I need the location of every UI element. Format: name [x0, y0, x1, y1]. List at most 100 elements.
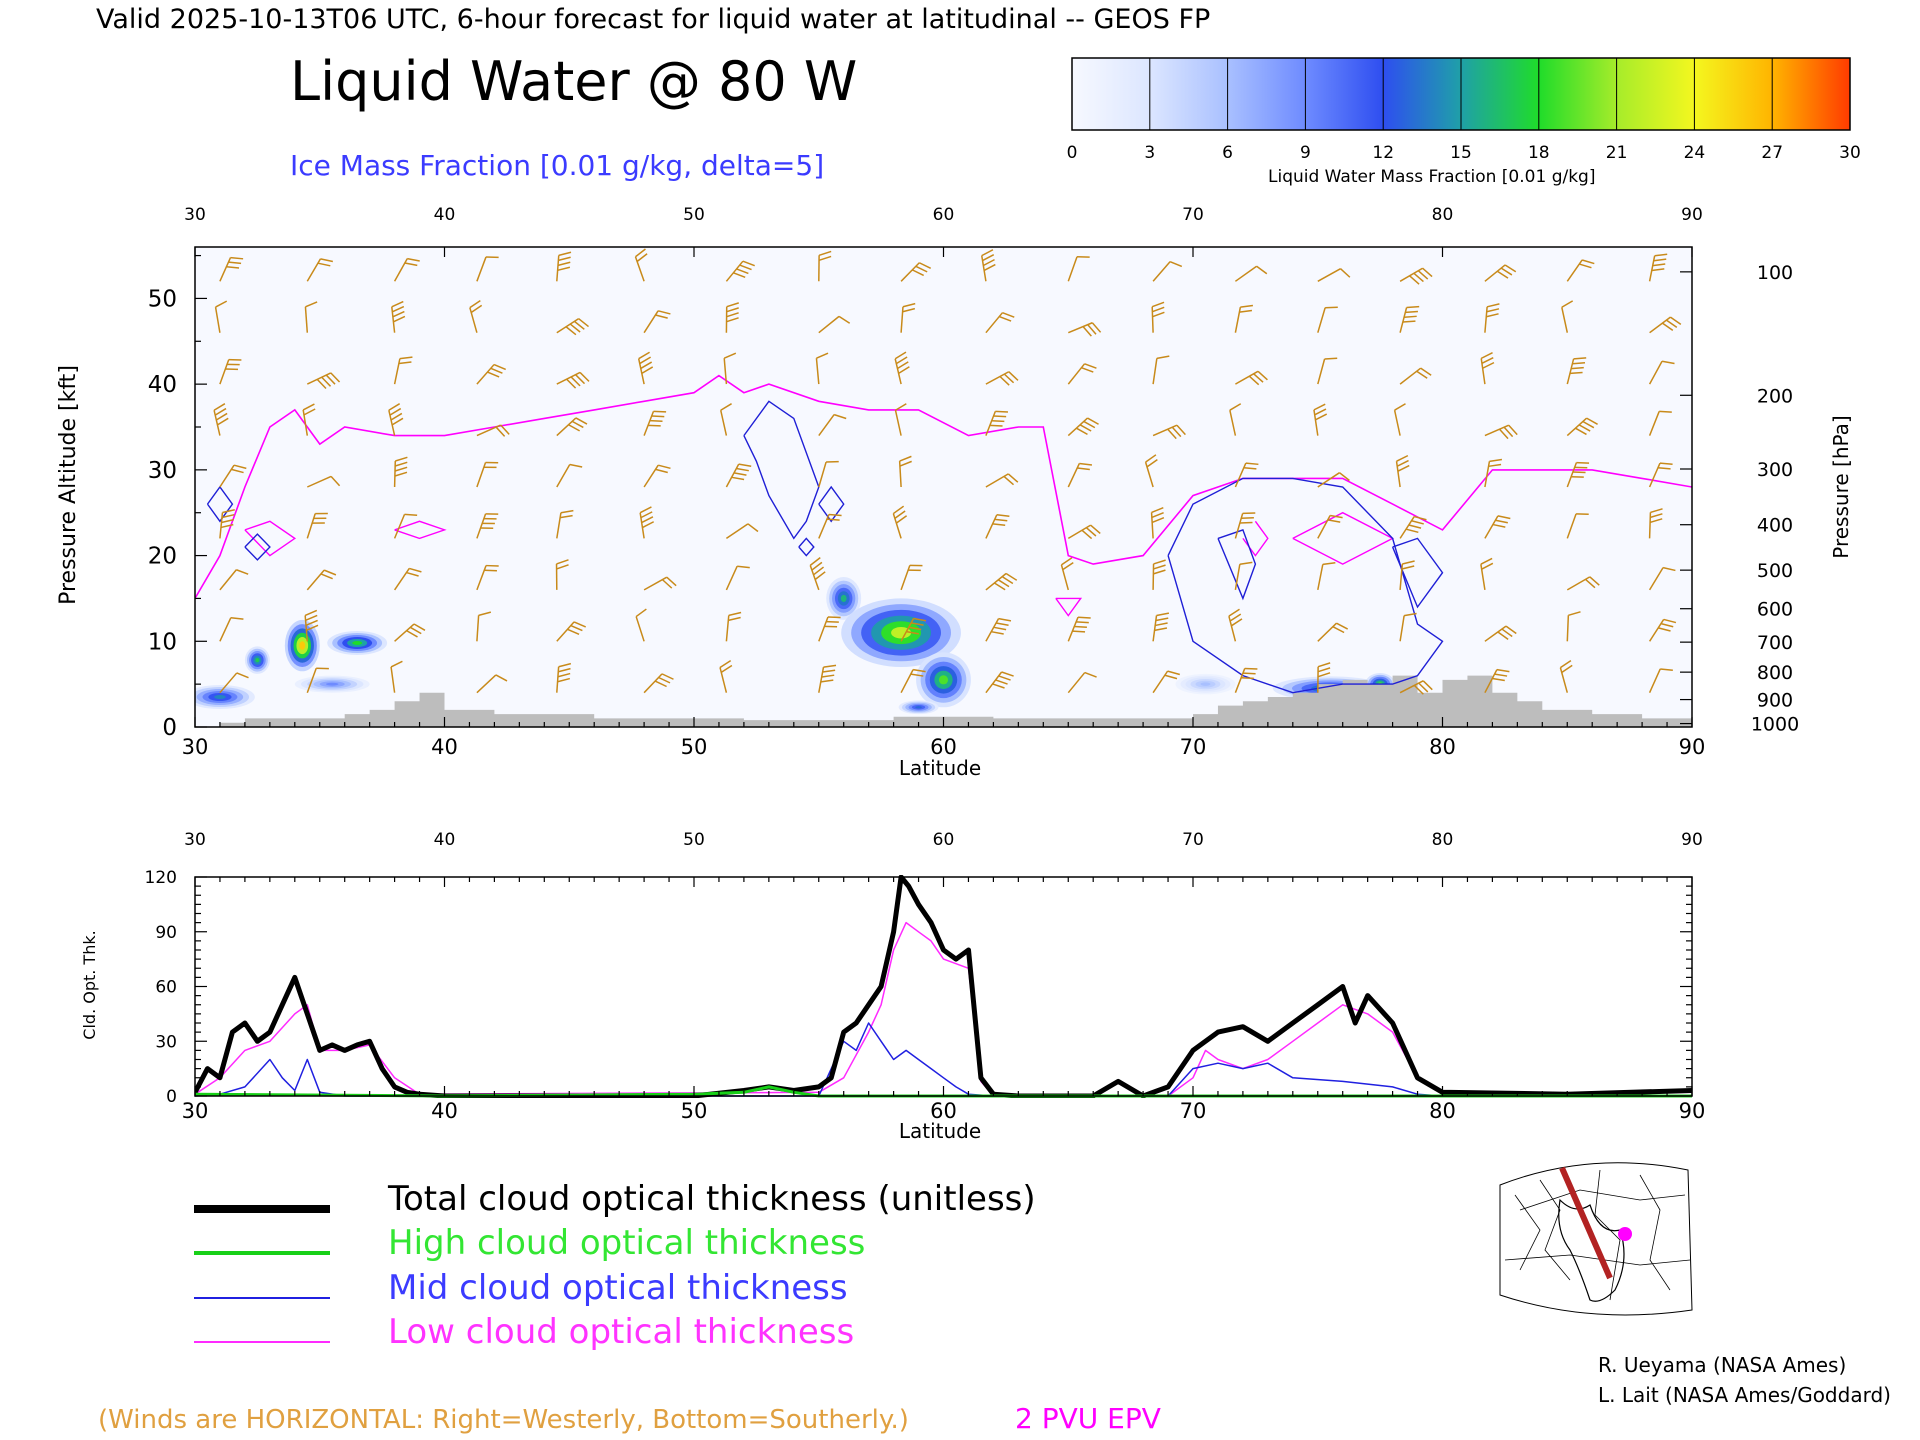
xs-y-tick-label: 50	[148, 286, 177, 312]
wind-barb	[643, 410, 667, 436]
wind-barb	[1067, 462, 1093, 488]
wind-barb	[476, 424, 510, 437]
wind-barb	[476, 513, 499, 539]
wind-barb	[1648, 462, 1673, 488]
wind-barb	[393, 456, 408, 488]
xs-y-tick-label: 40	[148, 372, 177, 398]
wind-barb	[1399, 515, 1427, 539]
wind-barb	[634, 248, 648, 282]
wind-barb	[1648, 566, 1676, 591]
wind-barb	[809, 557, 826, 591]
legend-high: High cloud optical thickness	[388, 1223, 865, 1263]
wind-barb	[1566, 357, 1587, 385]
wind-barb	[1566, 611, 1581, 642]
wind-barb	[1393, 403, 1406, 436]
wind-barb	[1152, 424, 1186, 440]
wind-barb	[1234, 265, 1268, 282]
wind-barb	[306, 512, 328, 539]
colorbar-tick-label: 9	[1300, 143, 1311, 163]
wind-barb	[1648, 253, 1668, 282]
cot-x-tick-label-top: 40	[434, 830, 456, 850]
liquid-water-level	[891, 627, 912, 639]
colorbar-tick-label: 24	[1684, 143, 1706, 163]
wind-barb	[894, 351, 910, 385]
xs-ylabel-left: Pressure Altitude [kft]	[56, 365, 81, 605]
xs-pressure-label: 700	[1757, 632, 1793, 654]
epv-label: 2 PVU EPV	[1015, 1402, 1161, 1435]
wind-barb	[1648, 508, 1663, 539]
wind-barb	[1152, 260, 1183, 282]
wind-barb	[1144, 454, 1158, 488]
wind-barb	[719, 660, 733, 693]
liquid-water-level	[325, 682, 339, 686]
liquid-water-blob	[327, 631, 388, 655]
wind-barb	[219, 672, 249, 694]
wind-barb	[1313, 403, 1328, 436]
xs-x-tick-label: 90	[1679, 735, 1706, 759]
xs-x-tick-label: 50	[681, 735, 708, 759]
wind-barb	[1648, 360, 1675, 385]
xs-pressure-label: 800	[1757, 662, 1793, 684]
wind-barb	[1067, 616, 1091, 642]
xs-x-tick-label: 40	[431, 735, 458, 759]
wind-barb	[1317, 622, 1349, 642]
winds-note: (Winds are HORIZONTAL: Right=Westerly, B…	[98, 1405, 909, 1435]
liquid-water-level	[840, 594, 847, 603]
wind-barb	[725, 523, 759, 540]
wind-barb	[306, 372, 341, 389]
wind-barb	[985, 671, 1014, 694]
wind-barb	[556, 621, 587, 642]
wind-barb	[1559, 659, 1573, 693]
wind-barb	[219, 569, 249, 591]
wind-barb	[985, 473, 1019, 488]
cot-x-tick-label-top: 80	[1432, 830, 1454, 850]
wind-barb	[1234, 304, 1254, 333]
colorbar-tick-label: 0	[1067, 143, 1078, 163]
wind-barb	[390, 660, 403, 693]
wind-barb	[1152, 670, 1180, 694]
subtitle: Ice Mass Fraction [0.01 g/kg, delta=5]	[290, 149, 824, 182]
wind-barb	[1317, 268, 1351, 282]
wind-barb	[1060, 557, 1074, 591]
wind-barb	[219, 616, 244, 642]
cot-x-tick-label: 90	[1679, 1099, 1706, 1123]
xs-x-tick-label-top: 80	[1432, 205, 1454, 225]
wind-barb	[219, 464, 247, 488]
wind-barb	[985, 410, 1009, 436]
wind-barb	[900, 617, 927, 642]
xs-y-tick-label: 10	[148, 629, 177, 655]
wind-barb	[393, 513, 418, 539]
liquid-water-blob	[898, 700, 939, 715]
liquid-water-level	[214, 695, 226, 699]
cot-y-tick-label: 30	[155, 1032, 177, 1052]
wind-barb	[900, 262, 932, 282]
wind-barb	[1484, 668, 1510, 694]
wind-barb	[306, 569, 337, 591]
xs-plot-area	[195, 248, 1692, 727]
wind-barb	[1317, 357, 1338, 385]
wind-barb	[388, 403, 404, 436]
wind-barb	[1484, 625, 1517, 642]
wind-barb	[643, 673, 674, 694]
cot-x-tick-label-top: 70	[1182, 830, 1204, 850]
wind-barb	[1484, 264, 1517, 282]
ice-mass-contour	[818, 485, 845, 523]
wind-barb	[304, 609, 319, 642]
cot-frame	[194, 876, 1693, 1097]
colorbar-tick-label: 30	[1839, 143, 1861, 163]
cross-section-panel: 3030404050506060707080809090010203040501…	[148, 205, 1799, 759]
wind-barb	[725, 260, 755, 282]
wind-barb	[1648, 668, 1673, 694]
wind-barb	[900, 564, 923, 591]
cot-y-tick-label: 60	[155, 978, 177, 998]
wind-barb	[1317, 514, 1343, 539]
xs-pressure-label: 400	[1757, 515, 1793, 537]
xs-pressure-label: 100	[1757, 262, 1793, 284]
wind-barb	[892, 505, 908, 539]
wind-barb	[725, 611, 742, 642]
xs-x-tick-label: 30	[182, 735, 209, 759]
wind-barb	[725, 463, 752, 488]
wind-barb	[1067, 363, 1097, 385]
wind-barb	[1317, 306, 1338, 333]
